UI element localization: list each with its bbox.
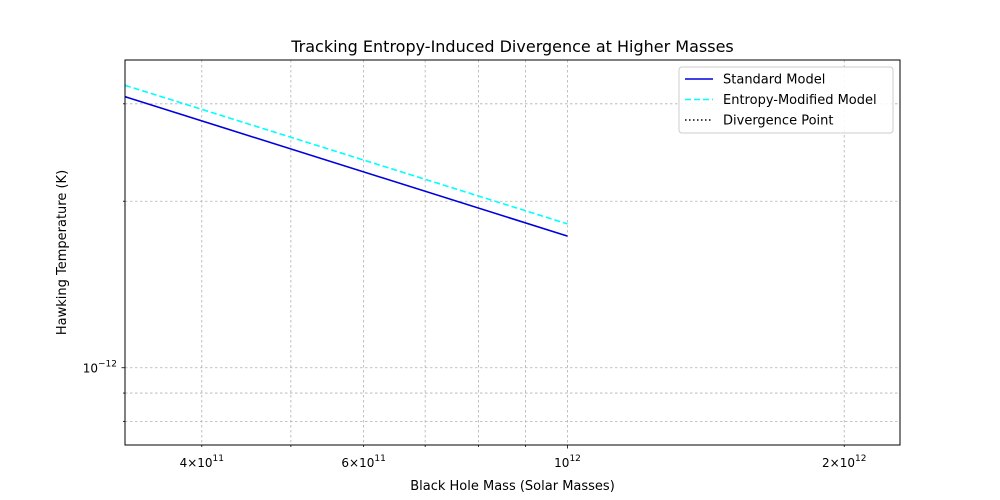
y-axis-label: Hawking Temperature (K) — [55, 170, 70, 335]
legend-label-2: Entropy-Modified Model — [723, 93, 877, 108]
x-tick-label: 6×1011 — [341, 454, 385, 470]
x-tick-label: 1012 — [554, 454, 581, 470]
legend: Standard Model Entropy-Modified Model Dive… — [678, 66, 894, 134]
x-tick-label: 4×1011 — [180, 454, 224, 470]
series-layer — [124, 84, 568, 237]
legend-box — [678, 66, 894, 134]
x-axis-label: Black Hole Mass (Solar Masses) — [410, 479, 615, 494]
plot-area-frame — [124, 59, 901, 446]
ticks: 4×1011 6×1011 1012 2×1012 10−12 — [83, 103, 866, 470]
series-line-1 — [124, 95, 568, 237]
y-tick-label: 10−12 — [83, 360, 117, 376]
legend-label-1: Standard Model — [723, 73, 825, 88]
legend-label-3: Divergence Point — [723, 114, 833, 129]
grid — [125, 60, 900, 445]
x-tick-label: 2×1012 — [822, 454, 866, 470]
series-line-2 — [124, 84, 568, 225]
chart-title: Tracking Entropy-Induced Divergence at H… — [290, 37, 734, 56]
